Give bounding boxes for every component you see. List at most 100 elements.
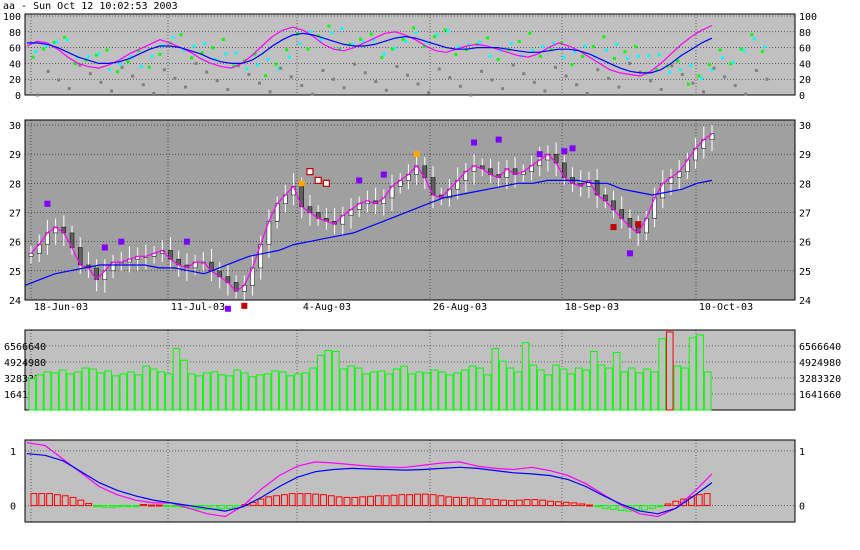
volume-bar (119, 373, 128, 411)
price-xtick: 4-Aug-03 (303, 302, 351, 313)
osc-ytick-left: 20 (9, 75, 21, 86)
macd-hist-bar (30, 493, 38, 507)
volume-bar (514, 371, 522, 411)
price-marker-open (306, 168, 314, 176)
volume-bar (278, 371, 287, 411)
osc-dot-cyan (340, 27, 344, 31)
macd-hist-bar (163, 505, 171, 508)
osc-dot-cyan (234, 51, 238, 55)
osc-dot-green (560, 41, 564, 45)
macd-hist-bar (69, 496, 77, 507)
volume-bar (362, 373, 370, 411)
volume-bar (225, 375, 234, 411)
osc-dot-cyan (562, 55, 566, 59)
candle-body (709, 133, 715, 140)
osc-dot-green (359, 37, 363, 41)
osc-dot-cyan (615, 42, 619, 46)
macd-hist-bar (492, 499, 500, 507)
osc-ytick-right: 40 (799, 59, 811, 70)
volume-bar (294, 373, 302, 411)
volume-bar (407, 373, 416, 411)
osc-dot-green (412, 26, 416, 30)
osc-dot-grey (300, 84, 304, 88)
volume-bar (74, 371, 82, 411)
macd-hist-bar (515, 499, 523, 507)
volume-bar (263, 373, 272, 411)
volume-bar (696, 334, 704, 411)
volume-bar (703, 371, 712, 411)
volume-bar (89, 368, 97, 411)
price-ytick-left: 27 (9, 209, 21, 220)
osc-dot-grey (46, 69, 50, 73)
osc-dot-grey (194, 61, 198, 65)
volume-bar (66, 373, 75, 411)
osc-dot-grey (680, 72, 684, 76)
price-marker (118, 238, 125, 245)
osc-dot-cyan (65, 38, 69, 42)
osc-dot-grey (765, 77, 769, 81)
price-ytick-right: 28 (799, 179, 811, 190)
macd-hist-bar (562, 501, 570, 507)
price-marker (101, 244, 108, 251)
volume-bar (430, 369, 439, 411)
osc-dot-grey (480, 69, 483, 73)
macd-hist-bar (382, 495, 390, 507)
vol-ytick-right: 1641660 (799, 390, 841, 401)
osc-dot-grey (469, 93, 473, 97)
macd-hist-bar (547, 500, 554, 507)
osc-dot-cyan (393, 46, 397, 50)
macd-hist-bar (695, 494, 703, 507)
osc-dot-grey (99, 80, 103, 84)
osc-dot-green (126, 60, 130, 64)
macd-hist-bar (288, 493, 296, 507)
macd-hist-bar (327, 495, 335, 507)
volume-bar (438, 371, 446, 411)
volume-bar (187, 373, 196, 411)
osc-series-1 (27, 32, 713, 74)
osc-dot-green (369, 32, 373, 36)
osc-dot-green (486, 36, 490, 40)
volume-bar (165, 373, 173, 411)
macd-hist-bar (601, 505, 609, 509)
osc-dot-grey (205, 70, 209, 74)
osc-dot-cyan (245, 67, 249, 71)
osc-dot-grey (162, 68, 166, 72)
osc-dot-green (285, 48, 289, 52)
osc-dot-cyan (118, 62, 122, 66)
volume-bar (347, 365, 355, 411)
osc-series-0 (26, 24, 713, 77)
volume-bar (271, 370, 279, 411)
osc-dot-green (422, 44, 426, 48)
macd-hist-bar (437, 495, 445, 507)
osc-dot-cyan (721, 56, 725, 60)
osc-ytick-left: 80 (9, 28, 21, 39)
price-ytick-left: 30 (9, 121, 21, 132)
osc-dot-cyan (361, 40, 365, 44)
macd-hist-bar (140, 504, 147, 507)
volume-bar (377, 370, 386, 411)
volume-bar (43, 371, 52, 411)
macd-hist-bar (594, 505, 601, 508)
price-marker (569, 145, 576, 152)
macd-hist-bar (171, 505, 179, 508)
volume-bar (203, 372, 211, 411)
osc-dot-grey (247, 72, 251, 76)
osc-dot-green (760, 49, 764, 53)
osc-dot-grey (131, 74, 135, 78)
osc-dot-green (517, 39, 521, 43)
oscillator-panel (24, 13, 796, 96)
osc-dot-cyan (467, 42, 471, 46)
osc-dot-grey (258, 81, 261, 85)
osc-dot-cyan (308, 30, 312, 34)
volume-bar (483, 374, 492, 411)
price-ma-line (24, 179, 713, 286)
price-marker (471, 139, 478, 146)
macd-hist-bar (210, 505, 218, 510)
osc-dot-grey (490, 78, 494, 82)
osc-dot-grey (332, 77, 335, 81)
vol-ytick-right: 4924980 (799, 358, 841, 369)
macd-hist-bar (641, 505, 648, 511)
osc-dot-grey (236, 64, 240, 68)
osc-ytick-right: 20 (799, 75, 811, 86)
osc-dot-cyan (668, 70, 672, 74)
